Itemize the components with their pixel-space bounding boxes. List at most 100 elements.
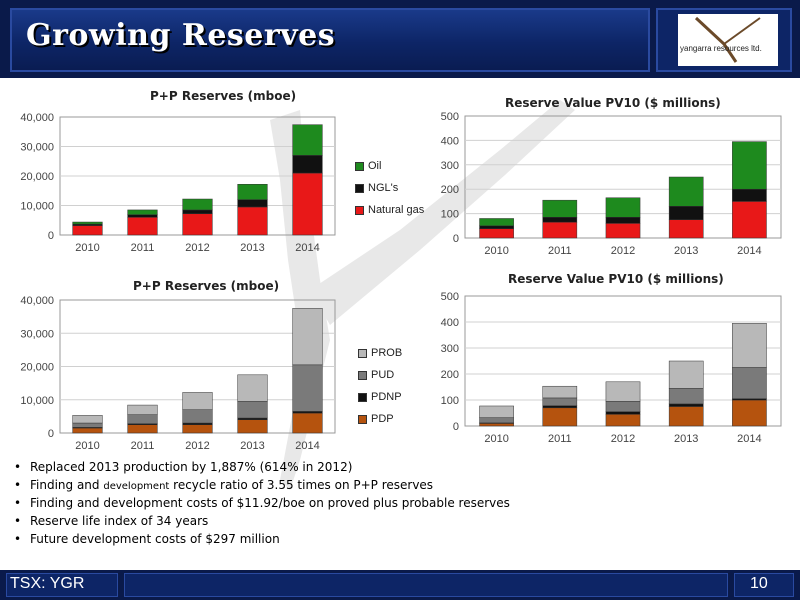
bar-natural-gas-2012 <box>182 213 213 236</box>
bullet-suffix: recycle ratio of 3.55 times on P+P reser… <box>169 478 434 492</box>
y-tick-label: 40,000 <box>20 295 54 307</box>
chart3-reserves-by-category: 0 10,000 20,000 30,000 40,000 2010 2011 2012 201… <box>0 290 360 465</box>
bar-pud-2011 <box>542 397 578 406</box>
bullet-item: Replaced 2013 production by 1,887% (614%… <box>14 458 510 476</box>
bar-prob-2010 <box>72 415 103 424</box>
y-tick-label: 30,000 <box>20 328 54 340</box>
y-tick-label: 200 <box>441 369 459 381</box>
x-tick-label: 2013 <box>674 245 698 257</box>
bar-natural-gas-2014 <box>292 172 323 236</box>
bar-ngl-s-2014 <box>292 155 323 174</box>
y-tick-label: 100 <box>441 395 459 407</box>
chart1-reserves-by-product: 0 10,000 20,000 30,000 40,000 2010 2011 2012 201… <box>0 100 360 275</box>
bar-natural-gas-2013 <box>668 219 704 239</box>
bullet-small-text: development <box>103 481 170 492</box>
bar-pud-2014 <box>292 364 323 412</box>
chart3-title: P+P Reserves (mboe) <box>133 279 280 293</box>
x-tick-label: 2012 <box>611 433 635 445</box>
bar-natural-gas-2010 <box>72 225 103 236</box>
bar-pdp-2010 <box>72 427 103 434</box>
y-tick-label: 500 <box>441 291 459 303</box>
company-logo: yangarra resources ltd. <box>678 14 778 66</box>
bar-pdp-2014 <box>732 399 767 427</box>
bar-pdp-2013 <box>237 419 268 434</box>
bar-prob-2012 <box>605 381 641 402</box>
bar-pdp-2012 <box>182 424 213 434</box>
bar-ngl-s-2012 <box>605 217 641 224</box>
y-tick-label: 10,000 <box>20 201 54 213</box>
y-tick-label: 300 <box>441 343 459 355</box>
chart4-value-by-category: 0 100 200 300 400 500 2010 2011 2012 2013 2014 <box>420 285 790 460</box>
bar-oil-2013 <box>237 184 268 200</box>
legend-swatch-natural-gas <box>355 205 364 215</box>
bar-prob-2013 <box>668 360 704 389</box>
legend-item-pdp: PDP <box>358 408 402 430</box>
bar-pdp-2014 <box>292 412 323 434</box>
slide-title: Growing Reserves <box>26 18 336 53</box>
legend-label-pud: PUD <box>371 369 395 381</box>
y-tick-label: 500 <box>441 111 459 123</box>
bar-pdp-2012 <box>605 414 641 427</box>
y-tick-label: 40,000 <box>20 112 54 124</box>
legend-swatch-prob <box>358 348 367 358</box>
y-tick-label: 400 <box>441 135 459 147</box>
bar-oil-2014 <box>292 124 323 156</box>
bar-prob-2011 <box>542 385 578 399</box>
y-tick-label: 0 <box>453 233 459 245</box>
bar-ngl-s-2011 <box>127 214 158 218</box>
x-tick-label: 2014 <box>295 440 319 452</box>
bar-natural-gas-2012 <box>605 223 641 239</box>
x-tick-label: 2011 <box>548 245 572 257</box>
x-tick-label: 2013 <box>674 433 698 445</box>
legend-label-ngls: NGL's <box>368 182 399 194</box>
x-tick-label: 2011 <box>131 242 155 254</box>
logo-mark-icon <box>694 16 761 63</box>
legend-product: Oil NGL's Natural gas <box>355 155 424 221</box>
chart2-value-by-product: 0 100 200 300 400 500 2010 2011 2012 2013 2014 <box>420 108 790 273</box>
bar-oil-2012 <box>182 198 213 211</box>
legend-item-oil: Oil <box>355 155 424 177</box>
logo-text: yangarra resources ltd. <box>680 44 762 53</box>
bar-prob-2011 <box>127 404 158 415</box>
x-tick-label: 2014 <box>737 433 761 445</box>
x-tick-label: 2010 <box>484 245 508 257</box>
legend-label-natural-gas: Natural gas <box>368 204 425 216</box>
title-banner <box>10 8 650 72</box>
bar-ngl-s-2013 <box>668 206 704 220</box>
y-tick-label: 0 <box>48 428 54 440</box>
ticker-symbol: TSX: YGR <box>10 575 85 592</box>
y-tick-label: 0 <box>453 421 459 433</box>
bar-pdp-2013 <box>668 406 704 427</box>
bar-oil-2010 <box>479 218 514 227</box>
x-tick-label: 2012 <box>611 245 635 257</box>
x-tick-label: 2012 <box>185 242 209 254</box>
chart4-title: Reserve Value PV10 ($ millions) <box>508 272 724 286</box>
bar-pud-2010 <box>479 417 514 424</box>
x-tick-label: 2013 <box>240 440 264 452</box>
legend-label-pdnp: PDNP <box>371 391 402 403</box>
bar-ngl-s-2010 <box>479 225 514 229</box>
y-tick-label: 400 <box>441 317 459 329</box>
legend-item-prob: PROB <box>358 342 402 364</box>
bar-pdnp-2011 <box>542 405 578 409</box>
legend-swatch-pdp <box>358 414 367 424</box>
y-tick-label: 30,000 <box>20 142 54 154</box>
footer-page-box <box>734 573 794 597</box>
bar-prob-2014 <box>732 323 767 368</box>
legend-item-pdnp: PDNP <box>358 386 402 408</box>
bar-oil-2010 <box>72 221 103 225</box>
bar-pdnp-2013 <box>668 403 704 407</box>
x-tick-label: 2014 <box>737 245 761 257</box>
x-tick-label: 2010 <box>484 433 508 445</box>
legend-item-natural-gas: Natural gas <box>355 199 424 221</box>
bar-oil-2014 <box>732 141 767 190</box>
legend-label-oil: Oil <box>368 160 382 172</box>
bar-pud-2013 <box>668 388 704 405</box>
bar-pud-2012 <box>605 401 641 412</box>
bar-natural-gas-2011 <box>127 217 158 236</box>
bar-prob-2012 <box>182 392 213 410</box>
y-tick-label: 10,000 <box>20 395 54 407</box>
bar-ngl-s-2012 <box>182 209 213 215</box>
legend-label-pdp: PDP <box>371 413 394 425</box>
bar-pud-2010 <box>72 422 103 428</box>
